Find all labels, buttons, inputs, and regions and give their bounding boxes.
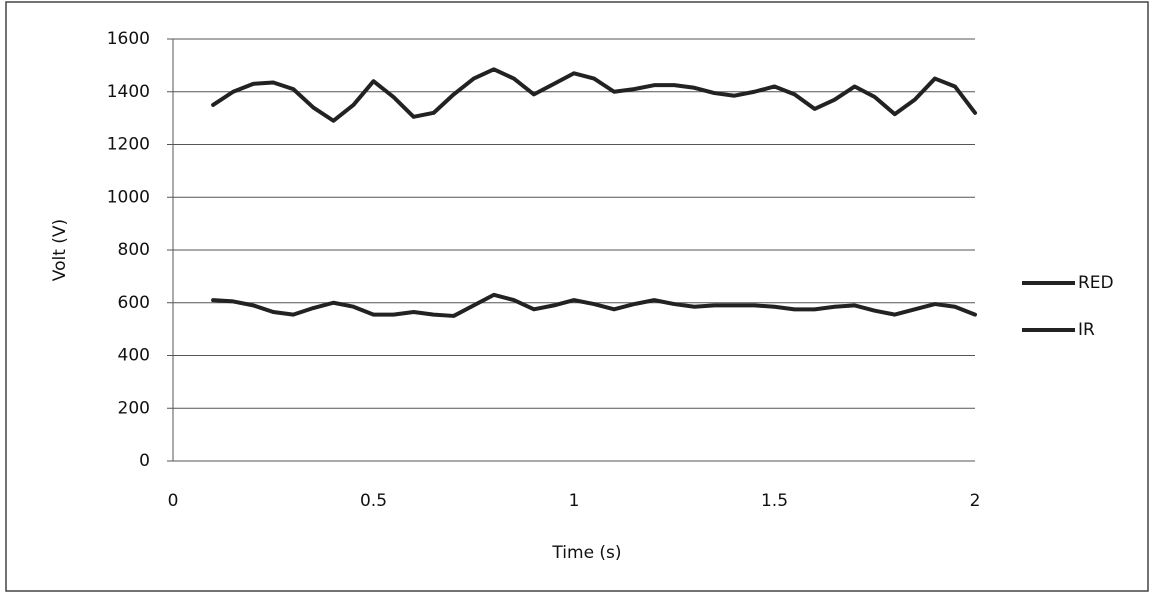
x-tick-label: 2 xyxy=(970,491,981,511)
x-tick-label: 0 xyxy=(168,491,179,511)
y-tick-label: 1200 xyxy=(107,135,150,155)
y-axis-title: Volt (V) xyxy=(50,219,70,281)
y-tick-label: 600 xyxy=(118,293,150,313)
y-tick-label: 1000 xyxy=(107,187,150,207)
legend-label: IR xyxy=(1078,320,1095,340)
data-line xyxy=(211,292,977,318)
x-tick-label: 1.5 xyxy=(761,491,788,511)
y-tick-label: 800 xyxy=(118,240,150,260)
y-tick-label: 0 xyxy=(139,451,150,471)
chart-frame xyxy=(5,1,1149,592)
x-tick-label: 0.5 xyxy=(360,491,387,511)
y-tick-label: 1400 xyxy=(107,82,150,102)
y-tick-label: 200 xyxy=(118,398,150,418)
y-tick-label: 1600 xyxy=(107,29,150,49)
legend-label: RED xyxy=(1078,273,1114,293)
y-tick-label: 400 xyxy=(118,346,150,366)
x-axis-title: Time (s) xyxy=(551,543,621,563)
data-line xyxy=(211,67,977,123)
x-tick-label: 1 xyxy=(569,491,580,511)
